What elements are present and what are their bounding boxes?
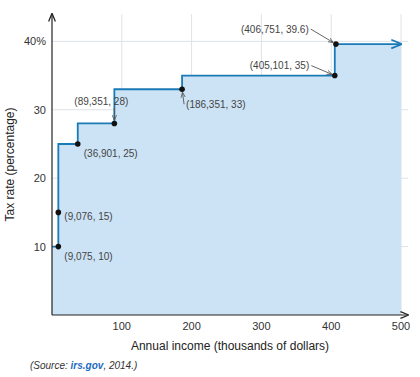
annotation: (36,901, 25)	[84, 148, 138, 159]
grid	[52, 14, 408, 315]
x-tick-label: 100	[113, 320, 131, 332]
y-tick-label: 20	[34, 172, 46, 184]
x-axis-line	[52, 314, 408, 315]
source-part: irs.gov	[71, 360, 105, 371]
dot	[56, 210, 62, 216]
x-tick-label: 200	[182, 320, 200, 332]
annotation: (89,351, 28)	[74, 96, 128, 107]
annotation: (406,751, 39.6)	[241, 24, 309, 35]
annotation-arrow	[311, 29, 333, 42]
step-line	[52, 44, 401, 246]
plot-area	[52, 41, 401, 315]
grid-line-y	[52, 41, 408, 42]
annotation-arrow	[183, 93, 185, 105]
source-part: (Source:	[30, 360, 71, 371]
area	[52, 44, 401, 315]
x-tick-label: 400	[322, 320, 340, 332]
y-tick-label: 40%	[24, 35, 46, 47]
dot	[56, 244, 62, 250]
dot	[332, 73, 338, 79]
annotation: (9,075, 10)	[64, 251, 112, 262]
y-tick-label: 10	[34, 241, 46, 253]
annotation: (9,076, 15)	[64, 211, 112, 222]
dot	[333, 41, 339, 47]
annotation: (186,351, 33)	[186, 99, 246, 110]
dot	[75, 141, 81, 147]
source: (Source: irs.gov, 2014.)	[30, 360, 137, 371]
y-axis-label: Tax rate (percentage)	[3, 107, 17, 221]
dot	[179, 86, 185, 92]
annotation-arrow	[114, 107, 115, 120]
axes: 100 200 300 400 500 10 20 30 40%	[24, 14, 410, 332]
dot	[112, 121, 118, 127]
annotation: (405,101, 35)	[250, 60, 309, 71]
annotations: (9,075, 10) (9,076, 15) (36,901, 25) (89,35…	[64, 24, 333, 262]
chart: 100 200 300 400 500 10 20 30 40% Annual income (t…	[0, 0, 420, 377]
x-tick-label: 500	[392, 320, 410, 332]
source-part: , 2014.)	[103, 360, 137, 371]
y-axis-line	[51, 14, 52, 315]
y-tick-label: 30	[34, 104, 46, 116]
x-axis-label: Annual income (thousands of dollars)	[131, 339, 329, 353]
x-tick-label: 300	[252, 320, 270, 332]
annotation-arrow	[311, 66, 331, 75]
